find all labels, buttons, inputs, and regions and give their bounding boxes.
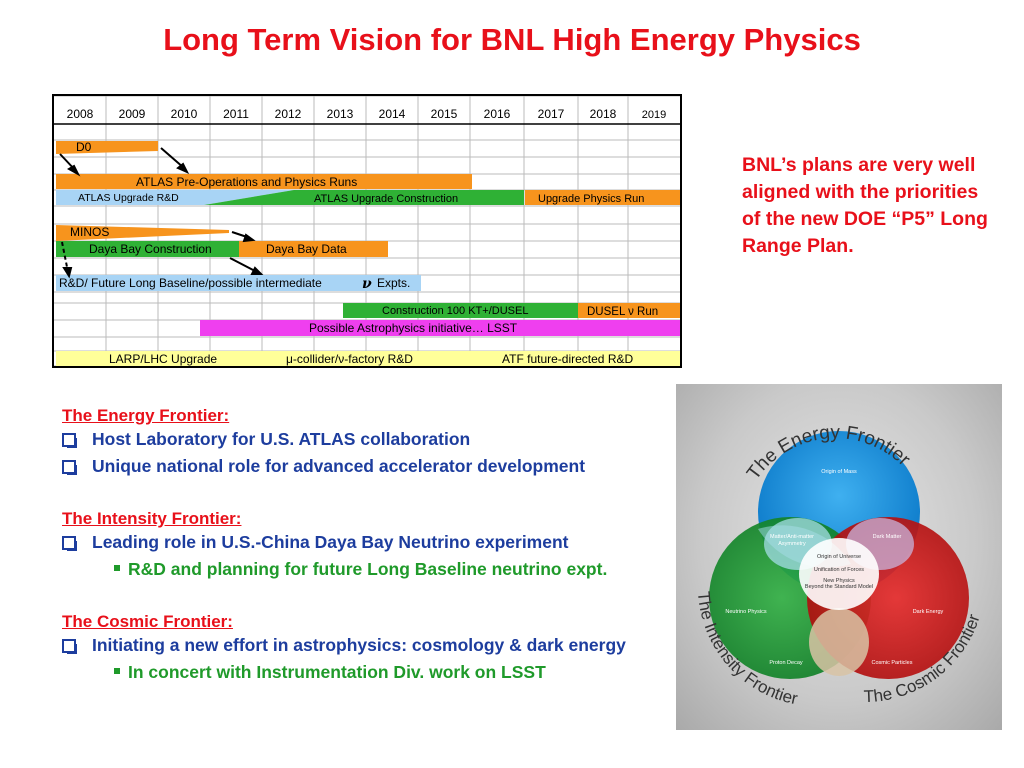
cosmic-sub-item: In concert with Instrumentation Div. wor… [62, 659, 682, 686]
daya-construction-label: Daya Bay Construction [89, 242, 212, 256]
new-physics-label: New Physics [823, 578, 855, 584]
timeline-chart: 2008 2009 2010 2011 2012 2013 2014 2015 2016 2017… [52, 94, 682, 368]
checkbox-bullet-icon [62, 639, 77, 654]
year-label: 2013 [327, 107, 354, 121]
year-label: 2014 [379, 107, 406, 121]
rd-future-label: R&D/ Future Long Baseline/possible inter… [59, 276, 322, 290]
expts-label: Expts. [377, 276, 410, 290]
nu-symbol: ν [362, 276, 372, 292]
atlas-construction-label: ATLAS Upgrade Construction [314, 193, 458, 205]
dusel-run-bar [578, 303, 680, 318]
energy-item-1: Host Laboratory for U.S. ATLAS collabora… [62, 426, 682, 453]
neutrino-physics-label: Neutrino Physics [725, 609, 767, 615]
checkbox-bullet-icon [62, 536, 77, 551]
intensity-sub-text: R&D and planning for future Long Baselin… [128, 559, 608, 579]
timeline-svg: 2008 2009 2010 2011 2012 2013 2014 2015 2016 2017… [54, 96, 680, 366]
slide-title: Long Term Vision for BNL High Energy Phy… [163, 22, 861, 57]
astro-bar [200, 320, 680, 336]
matter-antimatter-label: Matter/Anti-matter [770, 534, 814, 540]
atlas-runs-bar [56, 174, 472, 189]
asymmetry-label: Asymmetry [778, 541, 806, 547]
year-label: 2010 [171, 107, 198, 121]
cosmic-particles-label: Cosmic Particles [872, 660, 913, 666]
checkbox-bullet-icon [62, 433, 77, 448]
upgrade-physics-label: Upgrade Physics Run [538, 193, 644, 205]
square-bullet-icon [114, 668, 120, 675]
atlas-rd-bar [56, 190, 294, 205]
overlap-center [799, 538, 879, 610]
minos-bar [56, 225, 229, 241]
d0-label: D0 [76, 140, 92, 154]
beyond-sm-label: Beyond the Standard Model [805, 584, 873, 590]
timeline-arrows [59, 147, 264, 279]
proton-decay-label: Proton Decay [769, 660, 803, 666]
atlas-construction-bar [204, 190, 524, 205]
year-label: 2016 [484, 107, 511, 121]
energy-item-1-text: Host Laboratory for U.S. ATLAS collabora… [92, 429, 471, 449]
origin-universe-label: Origin of Universe [817, 554, 861, 560]
year-label: 2018 [590, 107, 617, 121]
dusel-run-label: DUSEL ν Run [587, 306, 658, 318]
cosmic-item-1: Initiating a new effort in astrophysics:… [62, 632, 682, 659]
year-label: 2008 [67, 107, 94, 121]
dark-matter-label: Dark Matter [873, 534, 902, 540]
unification-label: Unification of Forces [814, 567, 864, 573]
daya-data-label: Daya Bay Data [266, 242, 347, 256]
intensity-item-1-text: Leading role in U.S.-China Daya Bay Neut… [92, 532, 569, 552]
checkbox-bullet-icon [62, 460, 77, 475]
atlas-rd-label: ATLAS Upgrade R&D [78, 192, 179, 204]
year-label: 2015 [431, 107, 458, 121]
side-note: BNL’s plans are very well aligned with t… [742, 154, 988, 257]
construction-100kt-label: Construction 100 KT+/DUSEL [382, 305, 528, 317]
year-label: 2011 [223, 107, 249, 121]
daya-data-bar [239, 241, 388, 257]
venn-diagram-panel: The Energy Frontier The Intensity Fronti… [676, 384, 1002, 730]
astro-label: Possible Astrophysics initiative… LSST [309, 321, 518, 335]
energy-item-2-text: Unique national role for advanced accele… [92, 456, 586, 476]
intensity-item-1: Leading role in U.S.-China Daya Bay Neut… [62, 529, 682, 556]
minos-label: MINOS [70, 225, 109, 239]
intensity-frontier-heading: The Intensity Frontier: [62, 509, 242, 528]
energy-item-2: Unique national role for advanced accele… [62, 453, 682, 480]
upgrade-physics-bar [525, 190, 680, 205]
year-label: 2009 [119, 107, 146, 121]
atlas-runs-label: ATLAS Pre-Operations and Physics Runs [136, 175, 357, 189]
d0-bar [56, 141, 158, 154]
rd-future-bar [56, 275, 421, 291]
frontier-list: The Energy Frontier: Host Laboratory for… [62, 405, 682, 686]
larp-label: LARP/LHC Upgrade [109, 352, 217, 366]
square-bullet-icon [114, 565, 120, 572]
year-label: 2017 [538, 107, 565, 121]
intensity-sub-item: R&D and planning for future Long Baselin… [62, 556, 682, 583]
year-labels: 2008 2009 2010 2011 2012 2013 2014 2015 2016 2017… [67, 107, 667, 121]
larp-row [56, 351, 680, 366]
energy-frontier-heading: The Energy Frontier: [62, 406, 230, 425]
overlap-intensity-cosmic-fill [809, 608, 869, 676]
cosmic-item-1-text: Initiating a new effort in astrophysics:… [92, 635, 626, 655]
dark-energy-label: Dark Energy [913, 609, 944, 615]
year-label: 2019 [642, 109, 666, 121]
daya-construction-bar [56, 241, 239, 257]
cosmic-frontier-heading: The Cosmic Frontier: [62, 612, 233, 631]
year-label: 2012 [275, 107, 302, 121]
atf-label: ATF future-directed R&D [502, 352, 633, 366]
mu-collider-label: μ-collider/ν-factory R&D [286, 352, 413, 366]
construction-100kt-bar [343, 303, 578, 318]
origin-of-mass-label: Origin of Mass [821, 469, 857, 475]
cosmic-sub-text: In concert with Instrumentation Div. wor… [128, 662, 546, 682]
venn-svg: The Energy Frontier The Intensity Fronti… [694, 422, 984, 708]
